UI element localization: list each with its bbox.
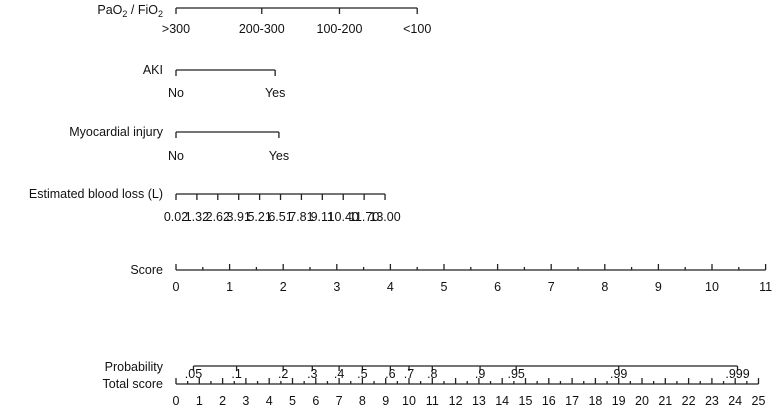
axis-label-myocardial-injury: Myocardial injury <box>69 125 164 139</box>
tick-label-total-score: 6 <box>312 394 319 408</box>
tick-label-probability: .9 <box>475 367 485 381</box>
tick-label-total-score: 13 <box>472 394 486 408</box>
tick-label-total-score: 3 <box>242 394 249 408</box>
tick-label-score: 1 <box>226 280 233 294</box>
axis-label-score: Score <box>130 263 163 277</box>
tick-label-score: 11 <box>759 280 772 294</box>
tick-label-score: 5 <box>441 280 448 294</box>
tick-label-total-score: 12 <box>449 394 463 408</box>
tick-label-total-score: 1 <box>196 394 203 408</box>
tick-label-probability: .6 <box>385 367 395 381</box>
tick-label-score: 8 <box>601 280 608 294</box>
tick-label-total-score: 24 <box>728 394 742 408</box>
tick-label-estimated-blood-loss-l: 13.00 <box>369 210 400 224</box>
tick-label-total-score: 16 <box>542 394 556 408</box>
tick-label-score: 10 <box>705 280 719 294</box>
tick-label-estimated-blood-loss-l: 1.32 <box>185 210 209 224</box>
tick-label-myocardial-injury: Yes <box>269 149 289 163</box>
tick-label-probability: .2 <box>278 367 288 381</box>
tick-label-probability: .8 <box>427 367 437 381</box>
tick-label-probability: .95 <box>507 367 524 381</box>
tick-label-score: 9 <box>655 280 662 294</box>
tick-label-total-score: 4 <box>266 394 273 408</box>
tick-label-estimated-blood-loss-l: 7.81 <box>289 210 313 224</box>
tick-label-total-score: 18 <box>588 394 602 408</box>
tick-label-estimated-blood-loss-l: 6.51 <box>268 210 292 224</box>
tick-label-total-score: 21 <box>658 394 672 408</box>
tick-label-aki: Yes <box>265 86 285 100</box>
tick-label-pao2-fio2: 200-300 <box>239 22 285 36</box>
axis-label-total-score: Total score <box>103 377 163 391</box>
tick-label-total-score: 19 <box>612 394 626 408</box>
tick-label-total-score: 2 <box>219 394 226 408</box>
tick-label-total-score: 20 <box>635 394 649 408</box>
tick-label-estimated-blood-loss-l: 9.11 <box>311 210 334 224</box>
tick-label-total-score: 11 <box>426 394 439 408</box>
tick-label-pao2-fio2: >300 <box>162 22 190 36</box>
tick-label-probability: .1 <box>231 367 241 381</box>
tick-label-probability: .999 <box>725 367 749 381</box>
tick-label-total-score: 22 <box>682 394 696 408</box>
tick-label-score: 0 <box>173 280 180 294</box>
tick-label-estimated-blood-loss-l: 10.40 <box>328 210 359 224</box>
axis-label-aki: AKI <box>143 63 163 77</box>
tick-label-probability: .4 <box>334 367 344 381</box>
tick-label-estimated-blood-loss-l: 3.91 <box>227 210 251 224</box>
tick-label-probability: .05 <box>185 367 202 381</box>
tick-label-total-score: 15 <box>519 394 533 408</box>
tick-label-myocardial-injury: No <box>168 149 184 163</box>
tick-label-total-score: 10 <box>402 394 416 408</box>
tick-label-total-score: 5 <box>289 394 296 408</box>
tick-label-estimated-blood-loss-l: 0.02 <box>164 210 188 224</box>
tick-label-total-score: 23 <box>705 394 719 408</box>
axis-label-probability: Probability <box>105 360 164 374</box>
tick-label-probability: .7 <box>404 367 414 381</box>
axis-label-estimated-blood-loss-l: Estimated blood loss (L) <box>29 187 163 201</box>
tick-label-estimated-blood-loss-l: 2.62 <box>206 210 230 224</box>
tick-label-score: 4 <box>387 280 394 294</box>
tick-label-aki: No <box>168 86 184 100</box>
tick-label-total-score: 8 <box>359 394 366 408</box>
tick-label-score: 7 <box>548 280 555 294</box>
tick-label-score: 3 <box>333 280 340 294</box>
tick-label-estimated-blood-loss-l: 5.21 <box>247 210 271 224</box>
tick-label-score: 6 <box>494 280 501 294</box>
tick-label-total-score: 9 <box>382 394 389 408</box>
tick-label-total-score: 17 <box>565 394 579 408</box>
tick-label-total-score: 0 <box>173 394 180 408</box>
tick-label-score: 2 <box>280 280 287 294</box>
tick-label-total-score: 25 <box>752 394 766 408</box>
tick-label-total-score: 14 <box>495 394 509 408</box>
tick-label-estimated-blood-loss-l: 11.70 <box>349 210 379 224</box>
tick-label-pao2-fio2: 100-200 <box>317 22 363 36</box>
tick-label-probability: .99 <box>610 367 627 381</box>
tick-label-probability: .3 <box>307 367 317 381</box>
tick-label-probability: .5 <box>357 367 367 381</box>
tick-label-pao2-fio2: <100 <box>403 22 431 36</box>
tick-label-total-score: 7 <box>336 394 343 408</box>
axis-label-pao2-fio2: PaO2 / FiO2 <box>97 3 163 19</box>
